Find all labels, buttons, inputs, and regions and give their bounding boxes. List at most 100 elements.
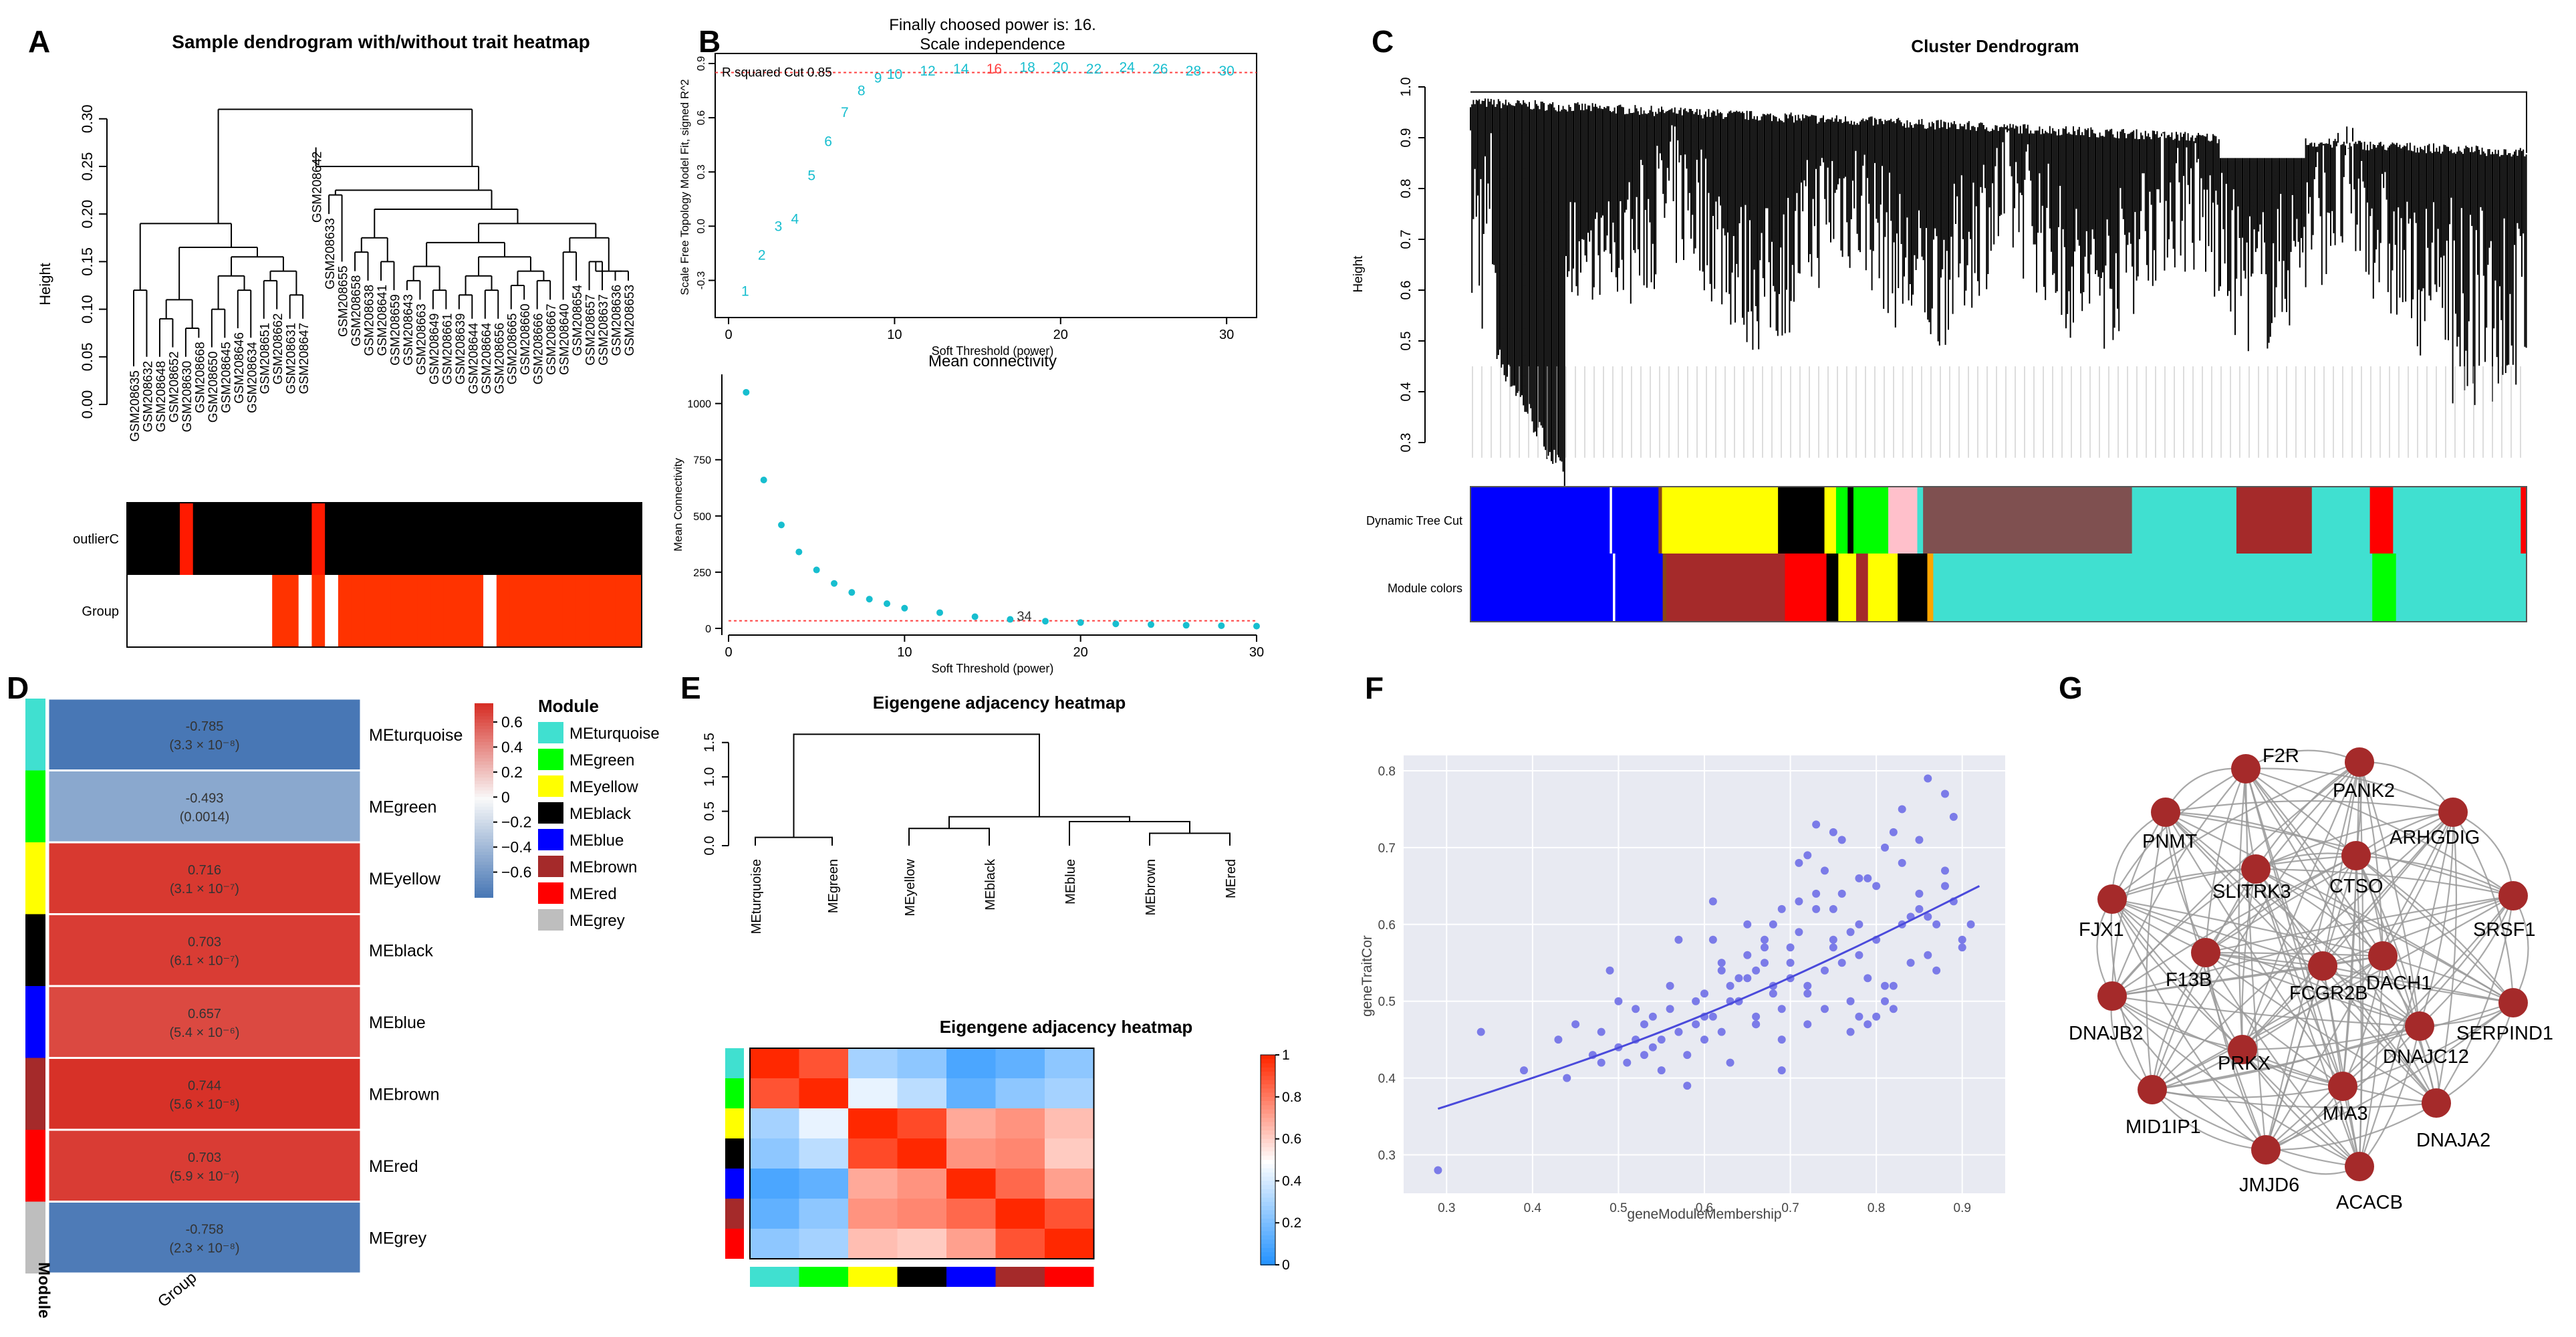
colorbar-step <box>475 826 493 830</box>
leaf-label: GSM208633 <box>324 218 338 289</box>
data-point <box>1812 820 1821 829</box>
trait-cell <box>179 503 194 575</box>
network-edge <box>2452 812 2515 1003</box>
colorbar-step <box>1261 1227 1275 1232</box>
data-point-label: 24 <box>1119 59 1135 75</box>
module-color-swatch <box>25 1130 45 1202</box>
leaf-label: GSM208664 <box>480 322 494 394</box>
leaf-label: GSM208651 <box>259 323 273 394</box>
x-tick-label: 0.9 <box>1954 1201 1971 1215</box>
colorbar-step <box>475 797 493 801</box>
node-label: F2R <box>2263 745 2299 767</box>
network-edge <box>2265 965 2324 1150</box>
module-color-block <box>1615 554 1664 622</box>
data-point <box>1803 1020 1812 1029</box>
y-tick-label: 1000 <box>687 399 711 410</box>
chart-title: Eigengene adjacency heatmap <box>873 693 1126 713</box>
y-tick-label: 0.9 <box>696 56 707 71</box>
y-tick-label: 0.7 <box>1398 229 1414 249</box>
data-point <box>1112 620 1120 628</box>
network-edge <box>2205 951 2420 1027</box>
heatmap-cell <box>946 1199 996 1229</box>
network-edge <box>2342 895 2514 1087</box>
data-point <box>1717 1027 1726 1036</box>
network-node <box>2422 1088 2451 1118</box>
node-label: CTSO <box>2329 876 2384 897</box>
panel-label-a: A <box>28 24 50 59</box>
leaf-label: GSM208647 <box>297 323 311 394</box>
module-color-block <box>1824 487 1837 554</box>
data-point-label: 1 <box>741 284 749 299</box>
dendrogram-branch <box>755 836 833 846</box>
trait-cell <box>628 503 642 575</box>
heatmap-cell <box>750 1078 799 1109</box>
colorbar-step <box>475 829 493 834</box>
network-edge <box>2245 768 2384 957</box>
colorbar-step <box>475 755 493 759</box>
data-point <box>1872 882 1881 890</box>
x-tick-label: 0.7 <box>1781 1201 1799 1215</box>
network-edge <box>2242 955 2384 1050</box>
row-module-swatch <box>725 1199 744 1229</box>
data-point <box>1683 1051 1692 1060</box>
dendrogram-branch <box>793 733 1040 838</box>
colorbar-step <box>1261 1210 1275 1215</box>
network-edge <box>2204 768 2247 953</box>
network-edge <box>2152 895 2514 1090</box>
module-color-block <box>2311 487 2371 554</box>
node-label: SERPIND1 <box>2456 1023 2553 1044</box>
heatmap-cell <box>897 1229 947 1259</box>
trait-cell <box>509 503 523 575</box>
trait-cell <box>298 575 312 647</box>
trait-cell <box>470 575 484 647</box>
row-module-swatch <box>725 1138 744 1169</box>
heatmap-cell <box>799 1048 849 1079</box>
data-point <box>1218 622 1225 629</box>
trait-cell <box>272 503 286 575</box>
data-point <box>1863 874 1872 882</box>
module-color-swatch <box>25 699 45 771</box>
cell-value: -0.785 <box>186 719 224 734</box>
node-label: DNAJB2 <box>2069 1023 2143 1044</box>
colorbar-step <box>1261 1088 1275 1094</box>
row-module-swatch <box>725 1048 744 1078</box>
data-point <box>1042 618 1049 625</box>
data-point <box>936 609 943 616</box>
network-edge <box>2245 768 2514 1003</box>
colorbar-step <box>475 820 493 824</box>
node-label: ACACB <box>2336 1192 2403 1213</box>
y-tick-label: 0.6 <box>1378 919 1396 933</box>
x-tick-label: 20 <box>1073 645 1088 660</box>
module-color-block <box>1666 554 1785 622</box>
network-edge <box>2205 894 2514 954</box>
data-point-label: 20 <box>1053 59 1068 75</box>
row-module-swatch <box>725 1078 744 1108</box>
network-edge <box>2322 894 2514 967</box>
data-point <box>1692 997 1700 1005</box>
network-edge <box>2355 855 2421 1027</box>
data-point <box>1777 1005 1786 1013</box>
trait-row-label: outlierC <box>73 532 119 547</box>
leaf-label: MEred <box>1224 859 1239 898</box>
dendrogram-leaf-lines <box>1472 366 2521 458</box>
leaf-label: GSM208657 <box>584 294 598 366</box>
data-point <box>1837 836 1846 844</box>
panel-label-e: E <box>680 671 701 705</box>
leaf-label: GSM208648 <box>154 361 168 433</box>
data-point <box>1958 935 1966 944</box>
colorbar-step <box>475 880 493 885</box>
panel-label-c: C <box>1372 24 1394 59</box>
network-node <box>2498 988 2528 1017</box>
colorbar-step <box>1261 1223 1275 1228</box>
legend-title: Module <box>538 696 599 716</box>
network-edge <box>2111 965 2323 997</box>
leaf-label: GSM208644 <box>467 322 481 394</box>
trait-cell <box>338 575 352 647</box>
colorbar-step <box>1261 1067 1275 1073</box>
leaf-label: GSM208661 <box>440 314 455 385</box>
trait-cell <box>192 575 207 647</box>
network-edge <box>2245 749 2360 769</box>
heatmap-cell <box>750 1048 799 1079</box>
network-node <box>2231 754 2261 783</box>
trait-cell <box>311 503 326 575</box>
